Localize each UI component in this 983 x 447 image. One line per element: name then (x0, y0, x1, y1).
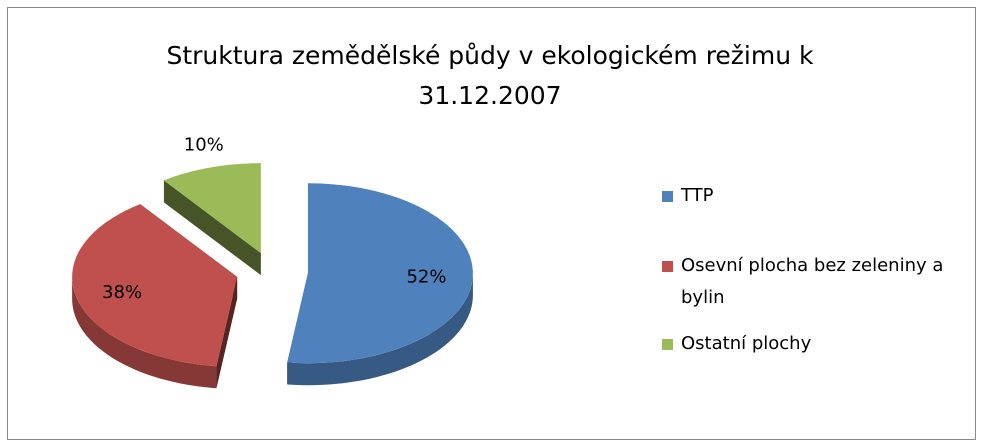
slice-cut-face (163, 180, 261, 276)
slice-side (287, 273, 473, 386)
slice-side (72, 276, 217, 389)
slice (287, 183, 473, 364)
legend-label: Osevní plocha bez zeleniny a bylin (681, 255, 944, 308)
slice (72, 204, 238, 367)
data-label: 10% (184, 134, 224, 155)
data-label: 52% (406, 266, 446, 287)
legend-entry: Ostatní plochy (662, 328, 972, 360)
data-label: 38% (102, 282, 142, 303)
legend-swatch (662, 191, 673, 202)
legend-label: TTP (681, 185, 714, 206)
legend-swatch (662, 261, 673, 272)
legend-swatch (662, 339, 673, 350)
legend-entry: Osevní plocha bez zeleniny a bylin (662, 250, 972, 314)
slice-cut-face (216, 276, 238, 389)
legend-entry: TTP (662, 180, 972, 212)
chart-title: Struktura zemědělské půdy v ekologickém … (166, 41, 814, 110)
legend-label: Ostatní plochy (681, 333, 812, 354)
slice (163, 163, 261, 254)
